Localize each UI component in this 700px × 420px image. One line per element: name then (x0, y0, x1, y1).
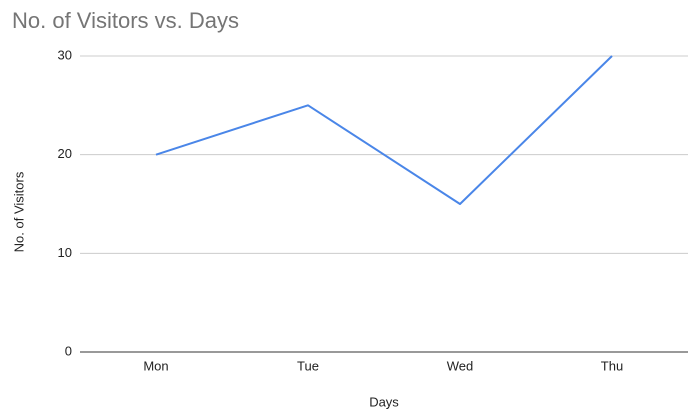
chart-title: No. of Visitors vs. Days (12, 8, 239, 33)
y-tick-label: 10 (58, 245, 72, 260)
x-tick-label: Wed (447, 358, 474, 373)
y-tick-label: 30 (58, 47, 72, 62)
data-line (155, 55, 613, 205)
y-tick-label: 20 (58, 146, 72, 161)
y-tick-label: 0 (65, 343, 72, 358)
y-axis-title: No. of Visitors (11, 171, 26, 252)
x-axis-title: Days (369, 394, 399, 409)
x-tick-label: Thu (601, 358, 623, 373)
x-tick-label: Tue (297, 358, 319, 373)
x-tick-label: Mon (143, 358, 168, 373)
